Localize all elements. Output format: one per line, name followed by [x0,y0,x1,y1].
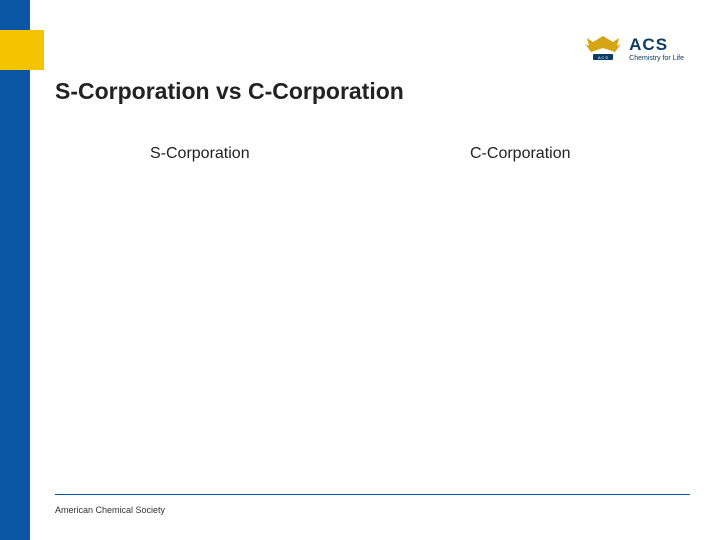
yellow-accent-block [0,30,44,70]
column-heading-left: S-Corporation [150,145,250,163]
acs-logo-name: ACS [629,36,684,53]
slide: A C S ACS Chemistry for Life S-Corporati… [0,0,720,540]
left-accent-bar [0,0,30,540]
footer-text: American Chemical Society [55,505,165,515]
acs-logo-mark: A C S [583,34,623,66]
footer-rule [55,494,690,495]
acs-logo: A C S ACS Chemistry for Life [583,34,684,66]
acs-logo-tagline: Chemistry for Life [629,54,684,63]
column-heading-right: C-Corporation [470,145,570,163]
acs-logo-text: ACS Chemistry for Life [629,36,684,63]
slide-title: S-Corporation vs C-Corporation [55,78,404,105]
svg-text:A C S: A C S [598,55,609,60]
